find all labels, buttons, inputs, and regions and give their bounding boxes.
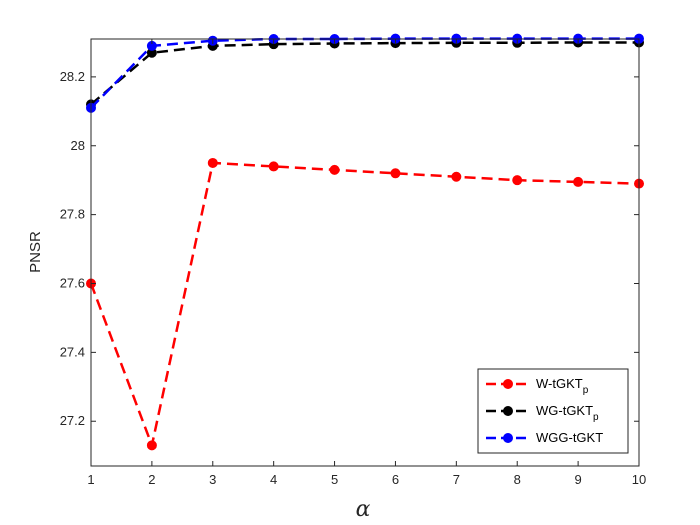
x-tick-label: 8 bbox=[514, 472, 521, 487]
legend-marker bbox=[503, 406, 513, 416]
x-tick-label: 1 bbox=[87, 472, 94, 487]
y-axis: 27.2 27.4 27.6 27.8 28 28.2 bbox=[60, 69, 639, 428]
data-point bbox=[451, 171, 462, 182]
x-axis: 1 2 3 4 5 6 7 8 9 10 bbox=[87, 39, 646, 487]
series-line bbox=[90, 41, 639, 106]
x-tick-label: 3 bbox=[209, 472, 216, 487]
y-tick-label: 27.4 bbox=[60, 344, 85, 359]
data-point bbox=[512, 175, 523, 186]
x-tick-label: 2 bbox=[148, 472, 155, 487]
legend-items: W-tGKTp WG-tGKTp WGG-tGKT bbox=[486, 376, 603, 445]
legend: W-tGKTp WG-tGKTp WGG-tGKT bbox=[477, 368, 629, 454]
y-tick-label: 28.2 bbox=[60, 69, 85, 84]
x-tick-label: 5 bbox=[331, 472, 338, 487]
y-axis-label: PNSR bbox=[27, 231, 44, 273]
y-tick-label: 27.2 bbox=[60, 413, 85, 428]
legend-label: WG-tGKTp bbox=[536, 403, 599, 423]
x-tick-label: 7 bbox=[453, 472, 460, 487]
data-point bbox=[390, 168, 401, 179]
x-axis-label: α bbox=[356, 497, 371, 522]
legend-label: W-tGKTp bbox=[536, 376, 589, 396]
y-tick-label: 27.8 bbox=[60, 207, 85, 222]
x-tick-label: 9 bbox=[574, 472, 581, 487]
y-tick-label: 28 bbox=[71, 138, 85, 153]
legend-item: WGG-tGKT bbox=[486, 430, 603, 445]
legend-marker bbox=[503, 379, 513, 389]
x-tick-label: 4 bbox=[270, 472, 277, 487]
legend-label: WGG-tGKT bbox=[536, 430, 603, 445]
plot-frame bbox=[90, 38, 640, 467]
data-point bbox=[329, 164, 340, 175]
series-line bbox=[89, 161, 640, 450]
y-tick-label: 27.6 bbox=[60, 275, 85, 290]
legend-marker bbox=[503, 433, 513, 443]
data-point bbox=[268, 161, 279, 172]
legend-item: WG-tGKTp bbox=[486, 403, 599, 423]
x-tick-label: 6 bbox=[392, 472, 399, 487]
data-point bbox=[207, 157, 218, 168]
data-point bbox=[146, 440, 157, 451]
data-point bbox=[573, 176, 584, 187]
legend-item: W-tGKTp bbox=[486, 376, 589, 396]
x-tick-label: 10 bbox=[632, 472, 646, 487]
